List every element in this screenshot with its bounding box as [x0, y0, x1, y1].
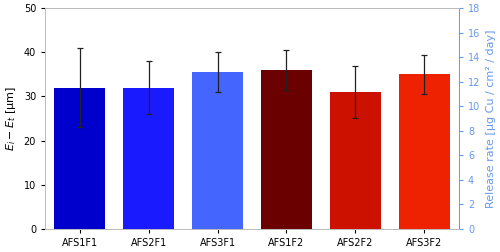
Bar [398, 74, 450, 229]
Bar [54, 88, 106, 229]
Y-axis label: $E_i - E_t$ [μm]: $E_i - E_t$ [μm] [4, 86, 18, 151]
Y-axis label: Release rate [μg Cu / cm² / day]: Release rate [μg Cu / cm² / day] [486, 29, 496, 208]
Bar [330, 92, 382, 229]
Bar [122, 88, 174, 229]
Bar [192, 72, 244, 229]
Bar [260, 70, 312, 229]
